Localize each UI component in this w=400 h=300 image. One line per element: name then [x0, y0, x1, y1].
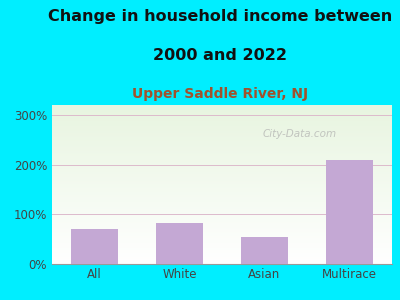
Bar [326, 160, 373, 264]
Bar [156, 223, 203, 264]
Bar [71, 229, 118, 264]
Text: Change in household income between: Change in household income between [48, 9, 392, 24]
Text: Upper Saddle River, NJ: Upper Saddle River, NJ [132, 87, 308, 101]
Text: City-Data.com: City-Data.com [263, 129, 337, 139]
Text: 2000 and 2022: 2000 and 2022 [153, 48, 287, 63]
Bar [241, 237, 288, 264]
